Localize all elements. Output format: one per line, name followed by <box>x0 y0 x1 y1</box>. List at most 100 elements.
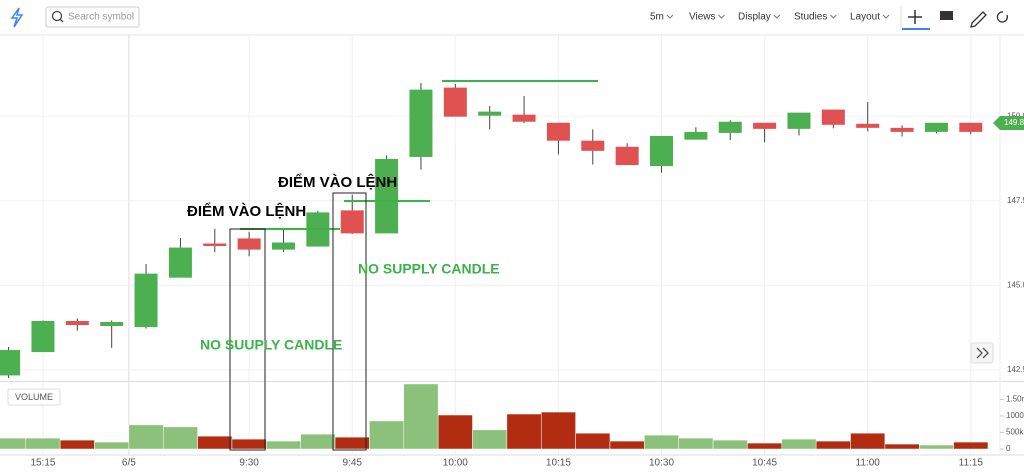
volume-bar <box>59 439 95 450</box>
search-box[interactable] <box>45 6 140 28</box>
candle-body <box>272 242 296 250</box>
scroll-icon <box>976 347 989 359</box>
toolbar-menu[interactable]: Views <box>689 12 716 23</box>
volume-bar <box>712 439 748 450</box>
dropdown-arrow <box>882 14 890 19</box>
candle-body <box>718 121 742 133</box>
volume-bar <box>231 438 267 450</box>
y-tick-label: 142.5 <box>1007 365 1024 374</box>
x-tick-label: 11:15 <box>959 458 984 469</box>
volume-bar <box>884 443 920 450</box>
volume-bar <box>678 437 714 450</box>
annotation: NO SUPPLY CANDLE <box>358 261 500 277</box>
volume-bar <box>540 411 576 450</box>
volume-bar <box>609 440 645 450</box>
candle-body <box>443 87 467 117</box>
search-icon <box>59 18 64 23</box>
toolbar-menu[interactable]: Layout <box>850 12 880 23</box>
toolbar-menu[interactable]: 5m <box>650 12 664 23</box>
search-icon <box>51 10 63 22</box>
toolbar <box>0 0 1024 35</box>
x-tick-label: 10:45 <box>752 458 777 469</box>
x-tick-label: 9:30 <box>239 458 259 469</box>
candle-body <box>203 243 227 247</box>
candle-body <box>134 273 158 328</box>
candle-body <box>684 131 708 140</box>
y-tick-label: 147.5 <box>1007 196 1024 205</box>
x-tick-label: 10:15 <box>546 458 571 469</box>
candle-body <box>409 89 433 157</box>
x-tick-label: 11:00 <box>856 458 881 469</box>
volume-bar <box>472 429 508 450</box>
volume-bar <box>644 434 679 450</box>
candle-body <box>100 322 124 327</box>
volume-bar <box>266 440 301 450</box>
candle-body <box>959 122 983 132</box>
candle-body <box>31 320 55 353</box>
volume-tick-label: 1.50m <box>1006 395 1024 404</box>
candle-body <box>581 140 605 151</box>
volume-bar <box>128 424 164 450</box>
annotation: ĐIỂM VÀO LỆNH <box>187 202 306 220</box>
highlight-box <box>229 228 266 451</box>
volume-bar <box>300 433 336 450</box>
candle-body <box>65 320 89 326</box>
volume-bar <box>953 441 989 450</box>
volume-bar <box>781 438 817 450</box>
volume-bar <box>747 442 783 450</box>
candle-body <box>546 122 570 141</box>
candle-body <box>0 350 21 376</box>
volume-bar <box>94 441 130 450</box>
volume-bar <box>403 383 439 450</box>
volume-bar <box>25 437 61 450</box>
x-tick-label: 10:30 <box>649 458 674 469</box>
y-tick-label: 150.0 <box>1007 111 1024 120</box>
volume-bar <box>437 414 473 450</box>
volume-tick-label: 500k <box>1006 428 1024 437</box>
candle-body <box>787 112 811 129</box>
candle-body <box>478 111 502 116</box>
logo-icon[interactable] <box>10 7 24 28</box>
candle-body <box>924 122 948 132</box>
candle-body <box>168 247 192 278</box>
annotation: ĐIỂM VÀO LỆNH <box>278 173 397 191</box>
comment-icon[interactable] <box>940 11 953 20</box>
volume-tick-label: 1000k <box>1006 411 1024 420</box>
x-tick-label: 9:45 <box>342 458 362 469</box>
candle-body <box>856 123 880 128</box>
x-tick-label: 10:00 <box>443 458 468 469</box>
dropdown-arrow <box>773 14 781 19</box>
volume-bar <box>369 420 405 450</box>
last-price-label: 149.8 <box>1004 118 1024 127</box>
annotation: NO SUUPLY CANDLE <box>200 337 342 353</box>
candle-body <box>237 238 261 250</box>
volume-tick-label: 0 <box>1006 444 1011 453</box>
candle-body <box>890 127 914 132</box>
candle-body <box>650 135 674 167</box>
volume-bar <box>162 426 198 450</box>
refresh-icon[interactable] <box>996 11 1009 23</box>
candle-body <box>821 109 845 125</box>
volume-bar <box>0 437 27 450</box>
volume-bar <box>918 444 954 450</box>
search-placeholder: Search symbol <box>68 12 134 23</box>
draw-icon[interactable] <box>970 11 987 28</box>
volume-bar <box>850 432 886 450</box>
candle-body <box>512 114 536 122</box>
candle-body <box>375 158 399 234</box>
volume-bar <box>815 440 851 450</box>
x-tick-label: 15:15 <box>30 458 55 469</box>
last-price-tag <box>993 115 1024 130</box>
volume-bar <box>197 435 233 450</box>
volume-bar <box>506 413 542 450</box>
y-tick-label: 145.0 <box>1007 280 1024 289</box>
candle-body <box>753 122 777 129</box>
toolbar-menu[interactable]: Display <box>738 12 771 23</box>
volume-label-box <box>7 388 61 406</box>
dropdown-arrow <box>830 14 837 19</box>
toolbar-menu[interactable]: Studies <box>794 12 827 23</box>
candle-body <box>340 210 364 234</box>
volume-bar <box>334 436 370 450</box>
dropdown-arrow <box>718 14 725 19</box>
